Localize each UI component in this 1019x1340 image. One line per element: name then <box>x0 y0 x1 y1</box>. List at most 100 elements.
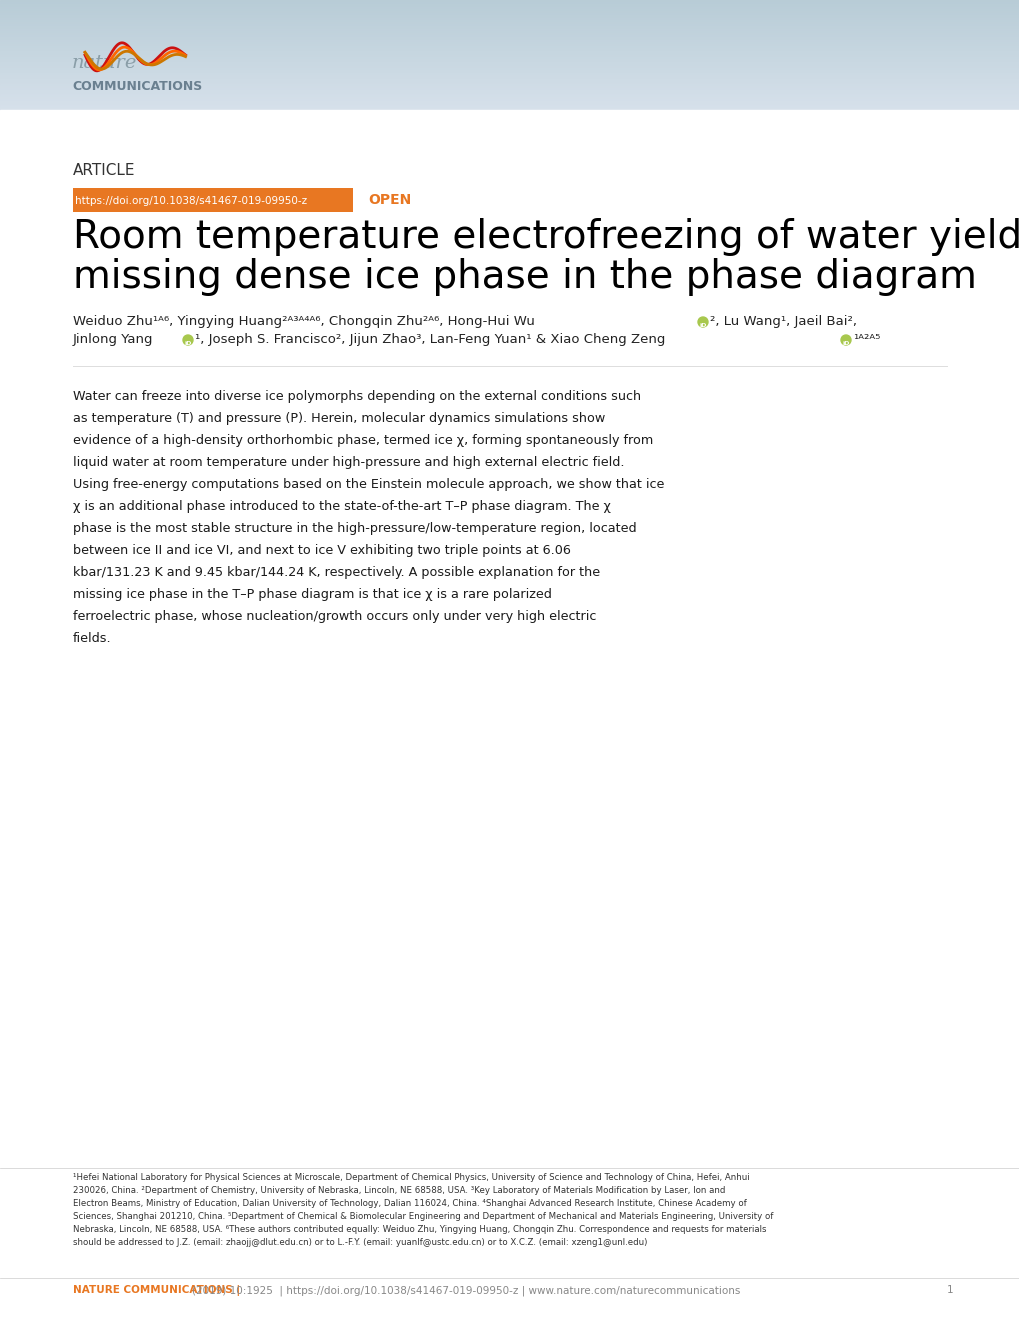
Circle shape <box>697 318 707 327</box>
Bar <box>0 9 1019 11</box>
Text: iD: iD <box>699 323 706 328</box>
Bar <box>0 80 1019 83</box>
Bar <box>0 71 1019 74</box>
Bar <box>0 13 1019 15</box>
Bar <box>0 44 1019 46</box>
Bar <box>0 25 1019 28</box>
Bar <box>0 105 1019 106</box>
Bar <box>0 7 1019 9</box>
Bar <box>0 59 1019 60</box>
Text: ¹Hefei National Laboratory for Physical Sciences at Microscale, Department of Ch: ¹Hefei National Laboratory for Physical … <box>73 1172 749 1182</box>
FancyBboxPatch shape <box>73 188 353 212</box>
Bar <box>0 79 1019 80</box>
Bar <box>0 0 1019 1</box>
Bar <box>0 94 1019 95</box>
Bar <box>0 66 1019 68</box>
Bar <box>0 31 1019 34</box>
Bar <box>0 34 1019 35</box>
Text: missing dense ice phase in the phase diagram: missing dense ice phase in the phase dia… <box>73 259 976 296</box>
Bar <box>0 70 1019 71</box>
Bar <box>0 76 1019 79</box>
Bar <box>0 21 1019 24</box>
Bar <box>0 95 1019 98</box>
Text: Using free-energy computations based on the Einstein molecule approach, we show : Using free-energy computations based on … <box>73 478 663 490</box>
Text: COMMUNICATIONS: COMMUNICATIONS <box>72 80 202 92</box>
Bar <box>0 60 1019 63</box>
Bar <box>0 55 1019 56</box>
Text: iD: iD <box>184 340 192 346</box>
Bar <box>0 84 1019 86</box>
Bar <box>0 24 1019 25</box>
Bar <box>0 39 1019 40</box>
Text: (2019) 10:1925  | https://doi.org/10.1038/s41467-019-09950-z | www.nature.com/na: (2019) 10:1925 | https://doi.org/10.1038… <box>192 1285 740 1296</box>
Text: 1: 1 <box>946 1285 953 1294</box>
Bar <box>0 20 1019 21</box>
Text: as temperature (T) and pressure (P). Herein, molecular dynamics simulations show: as temperature (T) and pressure (P). Her… <box>73 411 604 425</box>
Text: https://doi.org/10.1038/s41467-019-09950-z: https://doi.org/10.1038/s41467-019-09950… <box>75 196 307 206</box>
Text: evidence of a high-density orthorhombic phase, termed ice χ, forming spontaneous: evidence of a high-density orthorhombic … <box>73 434 652 448</box>
Text: ferroelectric phase, whose nucleation/growth occurs only under very high electri: ferroelectric phase, whose nucleation/gr… <box>73 610 596 623</box>
Text: should be addressed to J.Z. (email: zhaojj@dlut.edu.cn) or to L.-F.Y. (email: yu: should be addressed to J.Z. (email: zhao… <box>73 1238 647 1248</box>
Text: χ is an additional phase introduced to the state-of-the-art T–P phase diagram. T: χ is an additional phase introduced to t… <box>73 500 610 513</box>
Bar <box>0 51 1019 54</box>
Bar <box>0 42 1019 44</box>
Bar <box>0 88 1019 90</box>
Text: Water can freeze into diverse ice polymorphs depending on the external condition: Water can freeze into diverse ice polymo… <box>73 390 641 403</box>
Bar <box>0 54 1019 55</box>
Text: iD: iD <box>842 340 849 346</box>
Text: OPEN: OPEN <box>368 193 411 206</box>
Text: Weiduo Zhu¹ᴬ⁶, Yingying Huang²ᴬ³ᴬ⁴ᴬ⁶, Chongqin Zhu²ᴬ⁶, Hong-Hui Wu: Weiduo Zhu¹ᴬ⁶, Yingying Huang²ᴬ³ᴬ⁴ᴬ⁶, Ch… <box>73 315 534 328</box>
Bar <box>0 40 1019 42</box>
Bar <box>0 46 1019 48</box>
Bar <box>0 19 1019 20</box>
Bar <box>0 91 1019 94</box>
Bar <box>0 5 1019 7</box>
Bar <box>0 68 1019 70</box>
Bar <box>0 63 1019 64</box>
Circle shape <box>841 335 850 344</box>
Bar <box>0 36 1019 39</box>
Bar <box>0 106 1019 109</box>
Bar <box>0 74 1019 75</box>
Bar <box>0 86 1019 88</box>
Bar <box>0 35 1019 36</box>
Text: Nebraska, Lincoln, NE 68588, USA. ⁶These authors contributed equally: Weiduo Zhu: Nebraska, Lincoln, NE 68588, USA. ⁶These… <box>73 1225 765 1234</box>
Bar <box>0 15 1019 16</box>
Text: phase is the most stable structure in the high-pressure/low-temperature region, : phase is the most stable structure in th… <box>73 523 636 535</box>
Bar <box>0 100 1019 103</box>
Text: fields.: fields. <box>73 632 111 645</box>
Text: Room temperature electrofreezing of water yields a: Room temperature electrofreezing of wate… <box>73 218 1019 256</box>
Text: ², Lu Wang¹, Jaeil Bai²,: ², Lu Wang¹, Jaeil Bai², <box>709 315 856 328</box>
Circle shape <box>182 335 193 344</box>
Text: 230026, China. ²Department of Chemistry, University of Nebraska, Lincoln, NE 685: 230026, China. ²Department of Chemistry,… <box>73 1186 725 1195</box>
Text: missing ice phase in the T–P phase diagram is that ice χ is a rare polarized: missing ice phase in the T–P phase diagr… <box>73 588 551 602</box>
Bar <box>0 99 1019 100</box>
Text: Electron Beams, Ministry of Education, Dalian University of Technology, Dalian 1: Electron Beams, Ministry of Education, D… <box>73 1199 746 1207</box>
Bar <box>0 98 1019 99</box>
Text: ¹ᴬ²ᴬ⁵: ¹ᴬ²ᴬ⁵ <box>852 334 879 346</box>
Text: nature: nature <box>72 54 138 72</box>
Text: Sciences, Shanghai 201210, China. ⁵Department of Chemical & Biomolecular Enginee: Sciences, Shanghai 201210, China. ⁵Depar… <box>73 1211 772 1221</box>
Bar <box>0 1 1019 4</box>
Text: NATURE COMMUNICATIONS |: NATURE COMMUNICATIONS | <box>73 1285 240 1296</box>
Text: Jinlong Yang: Jinlong Yang <box>73 334 153 346</box>
Bar <box>0 28 1019 29</box>
Text: ARTICLE: ARTICLE <box>73 163 136 178</box>
Bar <box>0 90 1019 91</box>
Text: ¹, Joseph S. Francisco², Jijun Zhao³, Lan-Feng Yuan¹ & Xiao Cheng Zeng: ¹, Joseph S. Francisco², Jijun Zhao³, La… <box>195 334 664 346</box>
Bar <box>0 83 1019 84</box>
Bar <box>0 16 1019 19</box>
Bar <box>0 75 1019 76</box>
Text: liquid water at room temperature under high-pressure and high external electric : liquid water at room temperature under h… <box>73 456 624 469</box>
Text: kbar/131.23 K and 9.45 kbar/144.24 K, respectively. A possible explanation for t: kbar/131.23 K and 9.45 kbar/144.24 K, re… <box>73 565 599 579</box>
Bar <box>0 56 1019 59</box>
Bar <box>0 4 1019 5</box>
Bar <box>0 48 1019 50</box>
Bar <box>0 29 1019 31</box>
Bar <box>0 103 1019 105</box>
Bar <box>0 11 1019 13</box>
Bar <box>0 109 1019 110</box>
Bar <box>0 50 1019 51</box>
Bar <box>0 64 1019 66</box>
Text: between ice II and ice VI, and next to ice V exhibiting two triple points at 6.0: between ice II and ice VI, and next to i… <box>73 544 571 557</box>
